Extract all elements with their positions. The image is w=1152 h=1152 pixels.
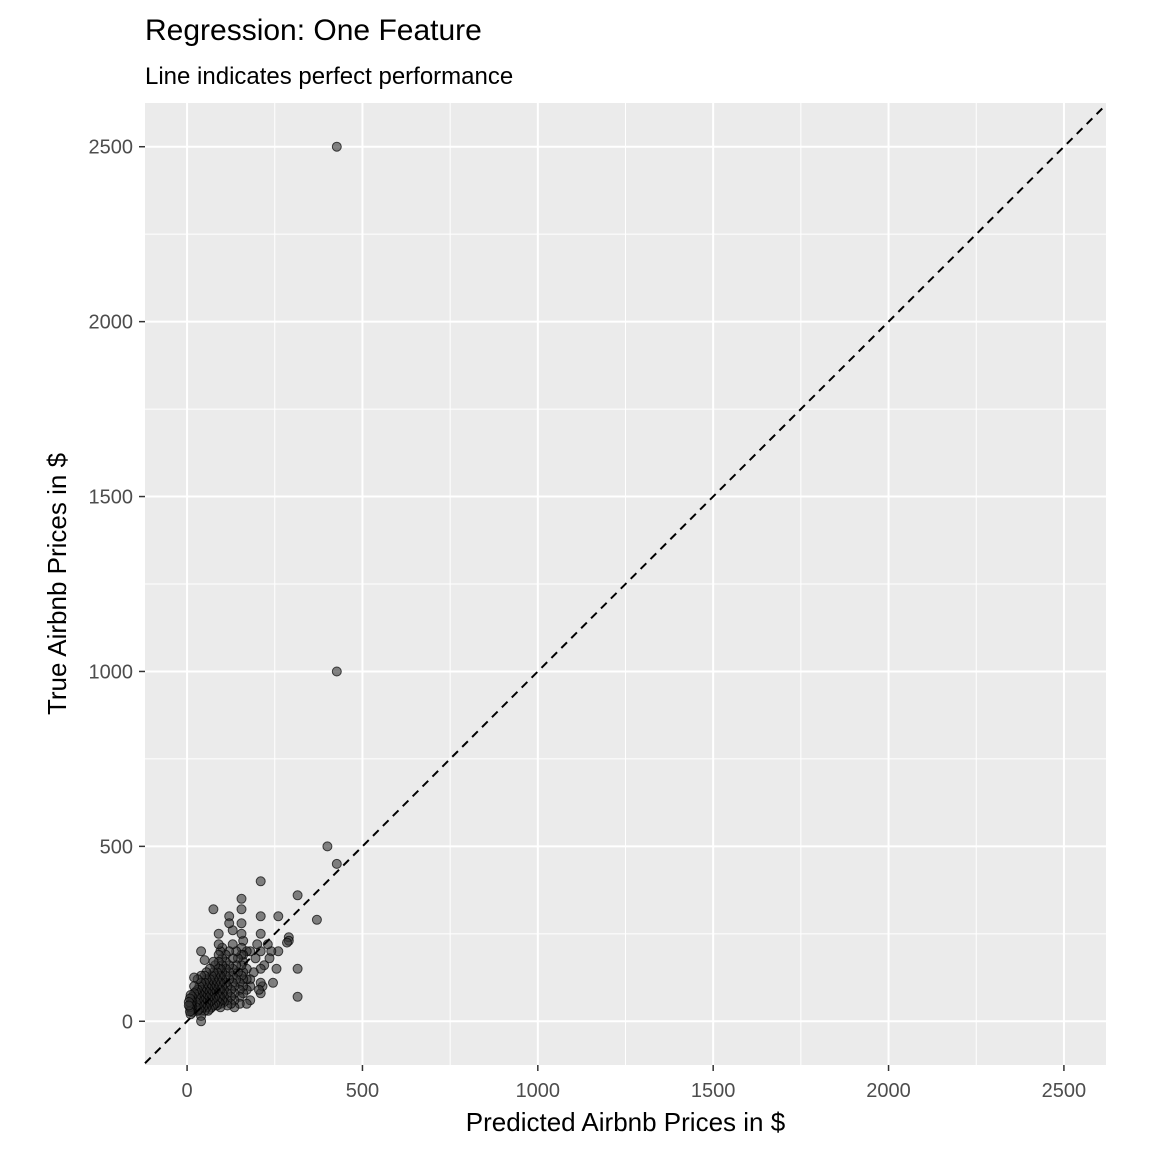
y-tick-label: 1000 bbox=[89, 661, 134, 683]
data-point bbox=[292, 963, 303, 974]
data-point bbox=[213, 939, 224, 950]
data-point bbox=[199, 955, 210, 966]
chart-subtitle: Line indicates perfect performance bbox=[145, 63, 513, 90]
data-point bbox=[292, 890, 303, 901]
major-gridlines bbox=[145, 103, 1106, 1065]
chart-title: Regression: One Feature bbox=[145, 14, 482, 47]
data-point bbox=[213, 928, 224, 939]
data-point bbox=[311, 914, 322, 925]
x-tick-label: 1000 bbox=[516, 1080, 561, 1102]
y-tick-label: 2000 bbox=[89, 312, 134, 334]
data-point bbox=[224, 918, 235, 929]
x-tick-label: 1500 bbox=[691, 1080, 736, 1102]
data-point bbox=[268, 977, 278, 988]
data-point bbox=[255, 928, 266, 939]
x-tick-label: 2500 bbox=[1042, 1080, 1087, 1102]
data-point bbox=[252, 939, 263, 950]
data-point bbox=[255, 911, 266, 922]
data-point bbox=[271, 963, 282, 974]
data-point bbox=[236, 928, 247, 939]
data-point bbox=[236, 893, 247, 904]
y-axis-ticks: 0 500 1000 1500 2000 2500 bbox=[89, 137, 145, 1033]
data-point bbox=[331, 141, 342, 152]
data-point bbox=[208, 904, 219, 915]
x-tick-label: 500 bbox=[346, 1080, 379, 1102]
data-point bbox=[331, 666, 342, 677]
x-tick-label: 0 bbox=[182, 1080, 193, 1102]
data-point bbox=[196, 946, 207, 957]
data-point bbox=[236, 904, 247, 915]
x-axis-ticks: 0 500 1000 1500 2000 2500 bbox=[182, 1065, 1087, 1102]
data-point bbox=[183, 1000, 194, 1011]
data-point bbox=[331, 858, 342, 869]
data-point bbox=[264, 953, 275, 964]
data-point bbox=[196, 1016, 207, 1027]
x-axis-title: Predicted Airbnb Prices in $ bbox=[466, 1107, 786, 1137]
y-tick-label: 0 bbox=[122, 1011, 133, 1033]
data-point bbox=[282, 937, 292, 948]
y-axis-title: True Airbnb Prices in $ bbox=[42, 452, 72, 715]
data-point bbox=[189, 972, 200, 983]
y-tick-label: 500 bbox=[100, 836, 133, 858]
data-points bbox=[183, 141, 342, 1027]
data-point bbox=[236, 918, 247, 929]
y-tick-label: 2500 bbox=[89, 137, 134, 159]
perfect-performance-line bbox=[144, 104, 1107, 1064]
y-tick-label: 1500 bbox=[89, 487, 134, 509]
data-point bbox=[255, 876, 266, 887]
data-point bbox=[273, 911, 284, 922]
x-tick-label: 2000 bbox=[866, 1080, 911, 1102]
data-point bbox=[292, 991, 303, 1002]
data-point bbox=[254, 984, 264, 995]
data-point bbox=[322, 841, 333, 852]
